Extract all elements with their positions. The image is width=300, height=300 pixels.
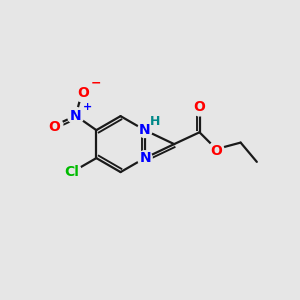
Text: O: O [48, 120, 60, 134]
Text: −: − [91, 77, 101, 90]
Text: N: N [70, 109, 82, 123]
Text: O: O [77, 85, 89, 100]
Circle shape [74, 87, 89, 101]
Circle shape [137, 123, 152, 137]
Text: O: O [210, 144, 222, 158]
Text: O: O [194, 100, 206, 114]
Text: Cl: Cl [65, 165, 80, 179]
Text: +: + [83, 102, 92, 112]
Text: H: H [150, 116, 160, 128]
Circle shape [63, 163, 82, 182]
Circle shape [192, 101, 207, 116]
Text: N: N [140, 151, 151, 165]
Text: N: N [139, 123, 151, 137]
Circle shape [48, 118, 63, 133]
Circle shape [68, 107, 84, 124]
Circle shape [137, 151, 152, 166]
Circle shape [209, 142, 224, 157]
